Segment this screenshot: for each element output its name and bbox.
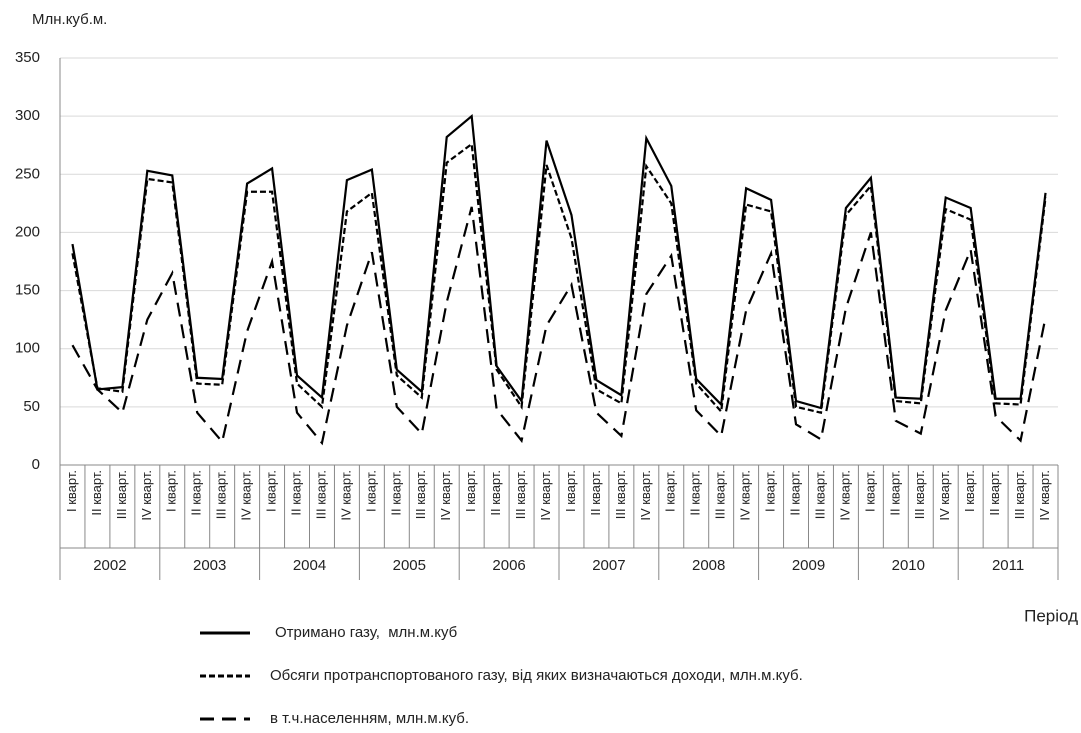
x-tick-label: I кварт. <box>663 470 678 512</box>
x-tick-label: II кварт. <box>388 470 403 516</box>
x-tick-label: IV кварт. <box>937 470 952 521</box>
x-tick-label: IV кварт. <box>538 470 553 521</box>
year-label: 2008 <box>692 557 725 574</box>
y-tick-label: 150 <box>15 282 40 299</box>
line-series <box>71 206 1047 446</box>
x-tick-label: IV кварт. <box>837 470 852 521</box>
y-tick-label: 350 <box>15 49 40 66</box>
y-axis-title: Млн.куб.м. <box>32 11 107 28</box>
x-tick-label: III кварт. <box>613 470 628 519</box>
x-tick-label: IV кварт. <box>438 470 453 521</box>
x-tick-label: III кварт. <box>114 470 129 519</box>
x-tick-label: I кварт. <box>763 470 778 512</box>
x-tick-label: II кварт. <box>987 470 1002 516</box>
x-tick-label: I кварт. <box>563 470 578 512</box>
x-tick-label: II кварт. <box>688 470 703 516</box>
y-tick-label: 200 <box>15 223 40 240</box>
y-tick-label: 50 <box>23 398 40 415</box>
x-tick-label: IV кварт. <box>1037 470 1052 521</box>
x-tick-label: I кварт. <box>363 470 378 512</box>
x-tick-label: I кварт. <box>962 470 977 512</box>
x-tick-label: II кварт. <box>189 470 204 516</box>
year-label: 2006 <box>492 557 525 574</box>
x-tick-label: I кварт. <box>164 470 179 512</box>
x-tick-label: IV кварт. <box>139 470 154 521</box>
y-tick-label: 100 <box>15 340 40 357</box>
x-tick-label: III кварт. <box>713 470 728 519</box>
legend-label: Отримано газу, млн.м.куб <box>275 624 457 641</box>
x-tick-label: II кварт. <box>89 470 104 516</box>
year-label: 2003 <box>193 557 226 574</box>
y-tick-label: 0 <box>32 456 40 473</box>
legend-label: Обсяги протранспортованого газу, від яки… <box>270 667 803 684</box>
x-tick-label: III кварт. <box>313 470 328 519</box>
x-tick-label: I кварт. <box>264 470 279 512</box>
year-label: 2004 <box>293 557 326 574</box>
x-tick-label: III кварт. <box>214 470 229 519</box>
x-tick-label: IV кварт. <box>638 470 653 521</box>
x-tick-label: II кварт. <box>288 470 303 516</box>
x-tick-label: III кварт. <box>413 470 428 519</box>
y-tick-label: 300 <box>15 107 40 124</box>
x-tick-label: I кварт. <box>862 470 877 512</box>
year-label: 2005 <box>393 557 426 574</box>
x-axis-title: Період <box>1024 606 1078 625</box>
x-tick-label: II кварт. <box>588 470 603 516</box>
x-tick-label: I кварт. <box>463 470 478 512</box>
line-series <box>71 113 1047 410</box>
year-label: 2010 <box>892 557 925 574</box>
x-tick-label: III кварт. <box>513 470 528 519</box>
x-tick-label: IV кварт. <box>738 470 753 521</box>
year-label: 2011 <box>992 557 1024 574</box>
year-label: 2009 <box>792 557 825 574</box>
x-tick-label: II кварт. <box>488 470 503 516</box>
year-label: 2007 <box>592 557 625 574</box>
x-tick-label: IV кварт. <box>338 470 353 521</box>
x-tick-label: II кварт. <box>787 470 802 516</box>
x-tick-label: II кварт. <box>887 470 902 516</box>
line-series <box>71 142 1047 415</box>
x-tick-label: III кварт. <box>812 470 827 519</box>
legend-label: в т.ч.населенням, млн.м.куб. <box>270 710 469 727</box>
year-label: 2002 <box>93 557 126 574</box>
x-tick-label: I кварт. <box>64 470 79 512</box>
y-tick-label: 250 <box>15 165 40 182</box>
x-tick-label: III кварт. <box>912 470 927 519</box>
x-tick-label: IV кварт. <box>239 470 254 521</box>
x-tick-label: III кварт. <box>1012 470 1027 519</box>
